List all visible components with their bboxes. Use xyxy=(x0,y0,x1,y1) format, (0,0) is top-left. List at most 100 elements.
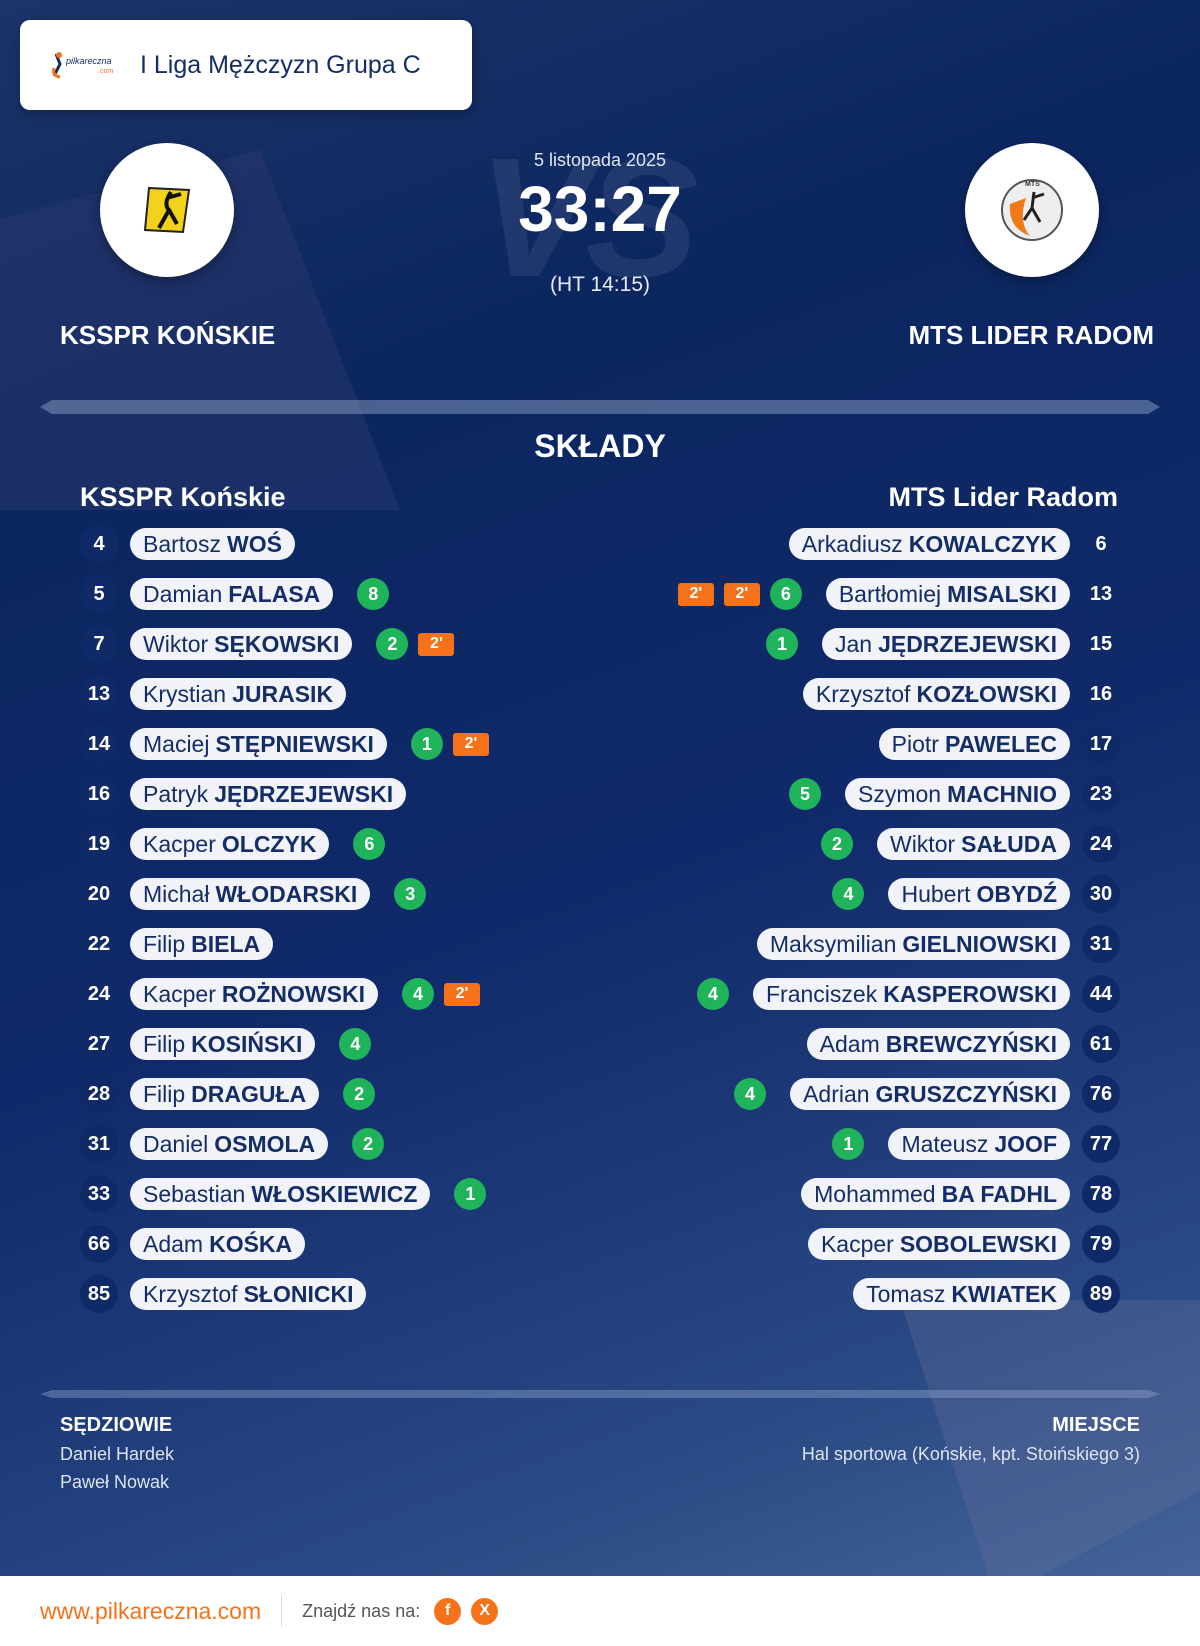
player-last-name: KOZŁOWSKI xyxy=(916,680,1057,707)
player-row: 85 Krzysztof SŁONICKI xyxy=(80,1274,367,1314)
player-last-name: MISALSKI xyxy=(947,580,1057,607)
player-first-name: Adam xyxy=(819,1030,880,1057)
goals-badge: 4 xyxy=(832,878,865,910)
player-row: 27 Filip KOSIŃSKI 4 xyxy=(80,1024,372,1064)
player-row: 13 Bartłomiej MISALSKI 6 2' 2' xyxy=(677,574,1120,614)
player-number: 4 xyxy=(80,525,118,563)
goals-badge: 5 xyxy=(789,778,822,810)
home-team-crest xyxy=(100,143,234,277)
player-number: 44 xyxy=(1082,975,1120,1013)
player-name: Tomasz KWIATEK xyxy=(853,1278,1070,1310)
player-row: 24 Wiktor SAŁUDA 2 xyxy=(820,824,1120,864)
player-number: 23 xyxy=(1082,775,1120,813)
player-name: Franciszek KASPEROWSKI xyxy=(753,978,1070,1010)
player-row: 4 Bartosz WOŚ xyxy=(80,524,295,564)
player-name: Maciej STĘPNIEWSKI xyxy=(130,728,387,760)
goals-badge: 6 xyxy=(769,578,802,610)
player-number: 89 xyxy=(1082,1275,1120,1313)
player-first-name: Szymon xyxy=(858,780,942,807)
player-name: Bartłomiej MISALSKI xyxy=(825,578,1070,610)
player-row: 31 Daniel OSMOLA 2 xyxy=(80,1124,385,1164)
player-first-name: Krystian xyxy=(143,680,227,707)
player-first-name: Patryk xyxy=(143,780,209,807)
player-last-name: KWIATEK xyxy=(951,1280,1057,1307)
divider xyxy=(40,1390,1160,1398)
svg-text:.com: .com xyxy=(98,68,113,75)
player-last-name: SAŁUDA xyxy=(961,830,1057,857)
goals-badge: 1 xyxy=(410,728,443,760)
player-row: 17 Piotr PAWELEC xyxy=(878,724,1120,764)
referee-name: Paweł Nowak xyxy=(60,1472,170,1492)
player-last-name: BREWCZYŃSKI xyxy=(885,1030,1057,1057)
goals-badge: 1 xyxy=(832,1128,865,1160)
facebook-icon[interactable]: f xyxy=(434,1597,462,1625)
player-last-name: KOSIŃSKI xyxy=(191,1030,303,1057)
player-first-name: Filip xyxy=(143,1080,186,1107)
player-name: Michał WŁODARSKI xyxy=(130,878,371,910)
player-row: 89 Tomasz KWIATEK xyxy=(853,1274,1120,1314)
player-first-name: Daniel xyxy=(143,1130,209,1157)
player-row: 16 Krzysztof KOZŁOWSKI xyxy=(802,674,1120,714)
player-name: Adam BREWCZYŃSKI xyxy=(806,1028,1070,1060)
player-number: 13 xyxy=(1082,575,1120,613)
player-last-name: SOBOLEWSKI xyxy=(899,1230,1057,1257)
player-name: Maksymilian GIELNIOWSKI xyxy=(756,928,1070,960)
player-number: 15 xyxy=(1082,625,1120,663)
player-name: Kacper SOBOLEWSKI xyxy=(807,1228,1070,1260)
background: VS pilkareczna .com I Liga Mężczyzn Grupa… xyxy=(0,0,1200,1576)
player-row: 78 Mohammed BA FADHL xyxy=(801,1174,1120,1214)
goals-badge: 4 xyxy=(697,978,729,1010)
player-first-name: Filip xyxy=(143,1030,186,1057)
player-last-name: PAWELEC xyxy=(944,730,1057,757)
player-name: Arkadiusz KOWALCZYK xyxy=(788,528,1070,560)
player-last-name: GRUSZCZYŃSKI xyxy=(875,1080,1057,1107)
goals-badge: 2 xyxy=(376,628,409,660)
player-last-name: JĘDRZEJEWSKI xyxy=(214,780,394,807)
player-first-name: Bartłomiej xyxy=(838,580,942,607)
player-last-name: KOWALCZYK xyxy=(908,530,1057,557)
player-last-name: OLCZYK xyxy=(221,830,317,857)
player-name: Wiktor SAŁUDA xyxy=(876,828,1070,860)
player-row: 23 Szymon MACHNIO 5 xyxy=(789,774,1120,814)
svg-text:pilkareczna: pilkareczna xyxy=(65,56,112,66)
player-first-name: Maksymilian xyxy=(769,930,897,957)
player-row: 44 Franciszek KASPEROWSKI 4 xyxy=(697,974,1120,1014)
player-last-name: OSMOLA xyxy=(214,1130,316,1157)
player-last-name: MACHNIO xyxy=(947,780,1057,807)
player-name: Bartosz WOŚ xyxy=(130,528,295,560)
player-row: 19 Kacper OLCZYK 6 xyxy=(80,824,386,864)
halftime-score: (HT 14:15) xyxy=(550,273,650,296)
player-number: 33 xyxy=(80,1175,118,1213)
home-squad-title: KSSPR Końskie xyxy=(80,482,286,512)
player-name: Piotr PAWELEC xyxy=(878,728,1070,760)
final-score: 33:27 xyxy=(518,173,682,245)
player-number: 7 xyxy=(80,625,118,663)
player-row: 20 Michał WŁODARSKI 3 xyxy=(80,874,427,914)
player-last-name: JURASIK xyxy=(232,680,334,707)
player-last-name: DRAGUŁA xyxy=(191,1080,307,1107)
svg-text:MTS: MTS xyxy=(1025,181,1040,188)
player-name: Jan JĘDRZEJEWSKI xyxy=(821,628,1070,660)
player-last-name: GIELNIOWSKI xyxy=(902,930,1057,957)
player-name: Krzysztof SŁONICKI xyxy=(130,1278,367,1310)
player-row: 28 Filip DRAGUŁA 2 xyxy=(80,1074,376,1114)
website-link[interactable]: www.pilkareczna.com xyxy=(40,1597,262,1624)
player-name: Adrian GRUSZCZYŃSKI xyxy=(790,1078,1070,1110)
player-number: 24 xyxy=(80,975,118,1013)
player-row: 66 Adam KOŚKA xyxy=(80,1224,306,1264)
player-row: 77 Mateusz JOOF 1 xyxy=(832,1124,1120,1164)
player-name: Sebastian WŁOSKIEWICZ xyxy=(130,1178,431,1210)
player-first-name: Bartosz xyxy=(143,530,221,557)
separator xyxy=(281,1595,283,1627)
player-number: 13 xyxy=(80,675,118,713)
venue-value: Hal sportowa (Końskie, kpt. Stoińskiego … xyxy=(801,1444,1140,1464)
x-icon[interactable]: X xyxy=(471,1597,499,1625)
player-number: 5 xyxy=(80,575,118,613)
player-first-name: Kacper xyxy=(143,980,216,1007)
player-first-name: Sebastian xyxy=(143,1180,246,1207)
goals-badge: 1 xyxy=(454,1178,487,1210)
player-row: 33 Sebastian WŁOSKIEWICZ 1 xyxy=(80,1174,487,1214)
away-squad-title: MTS Lider Radom xyxy=(888,482,1118,512)
player-first-name: Kacper xyxy=(143,830,216,857)
player-row: 13 Krystian JURASIK xyxy=(80,674,347,714)
